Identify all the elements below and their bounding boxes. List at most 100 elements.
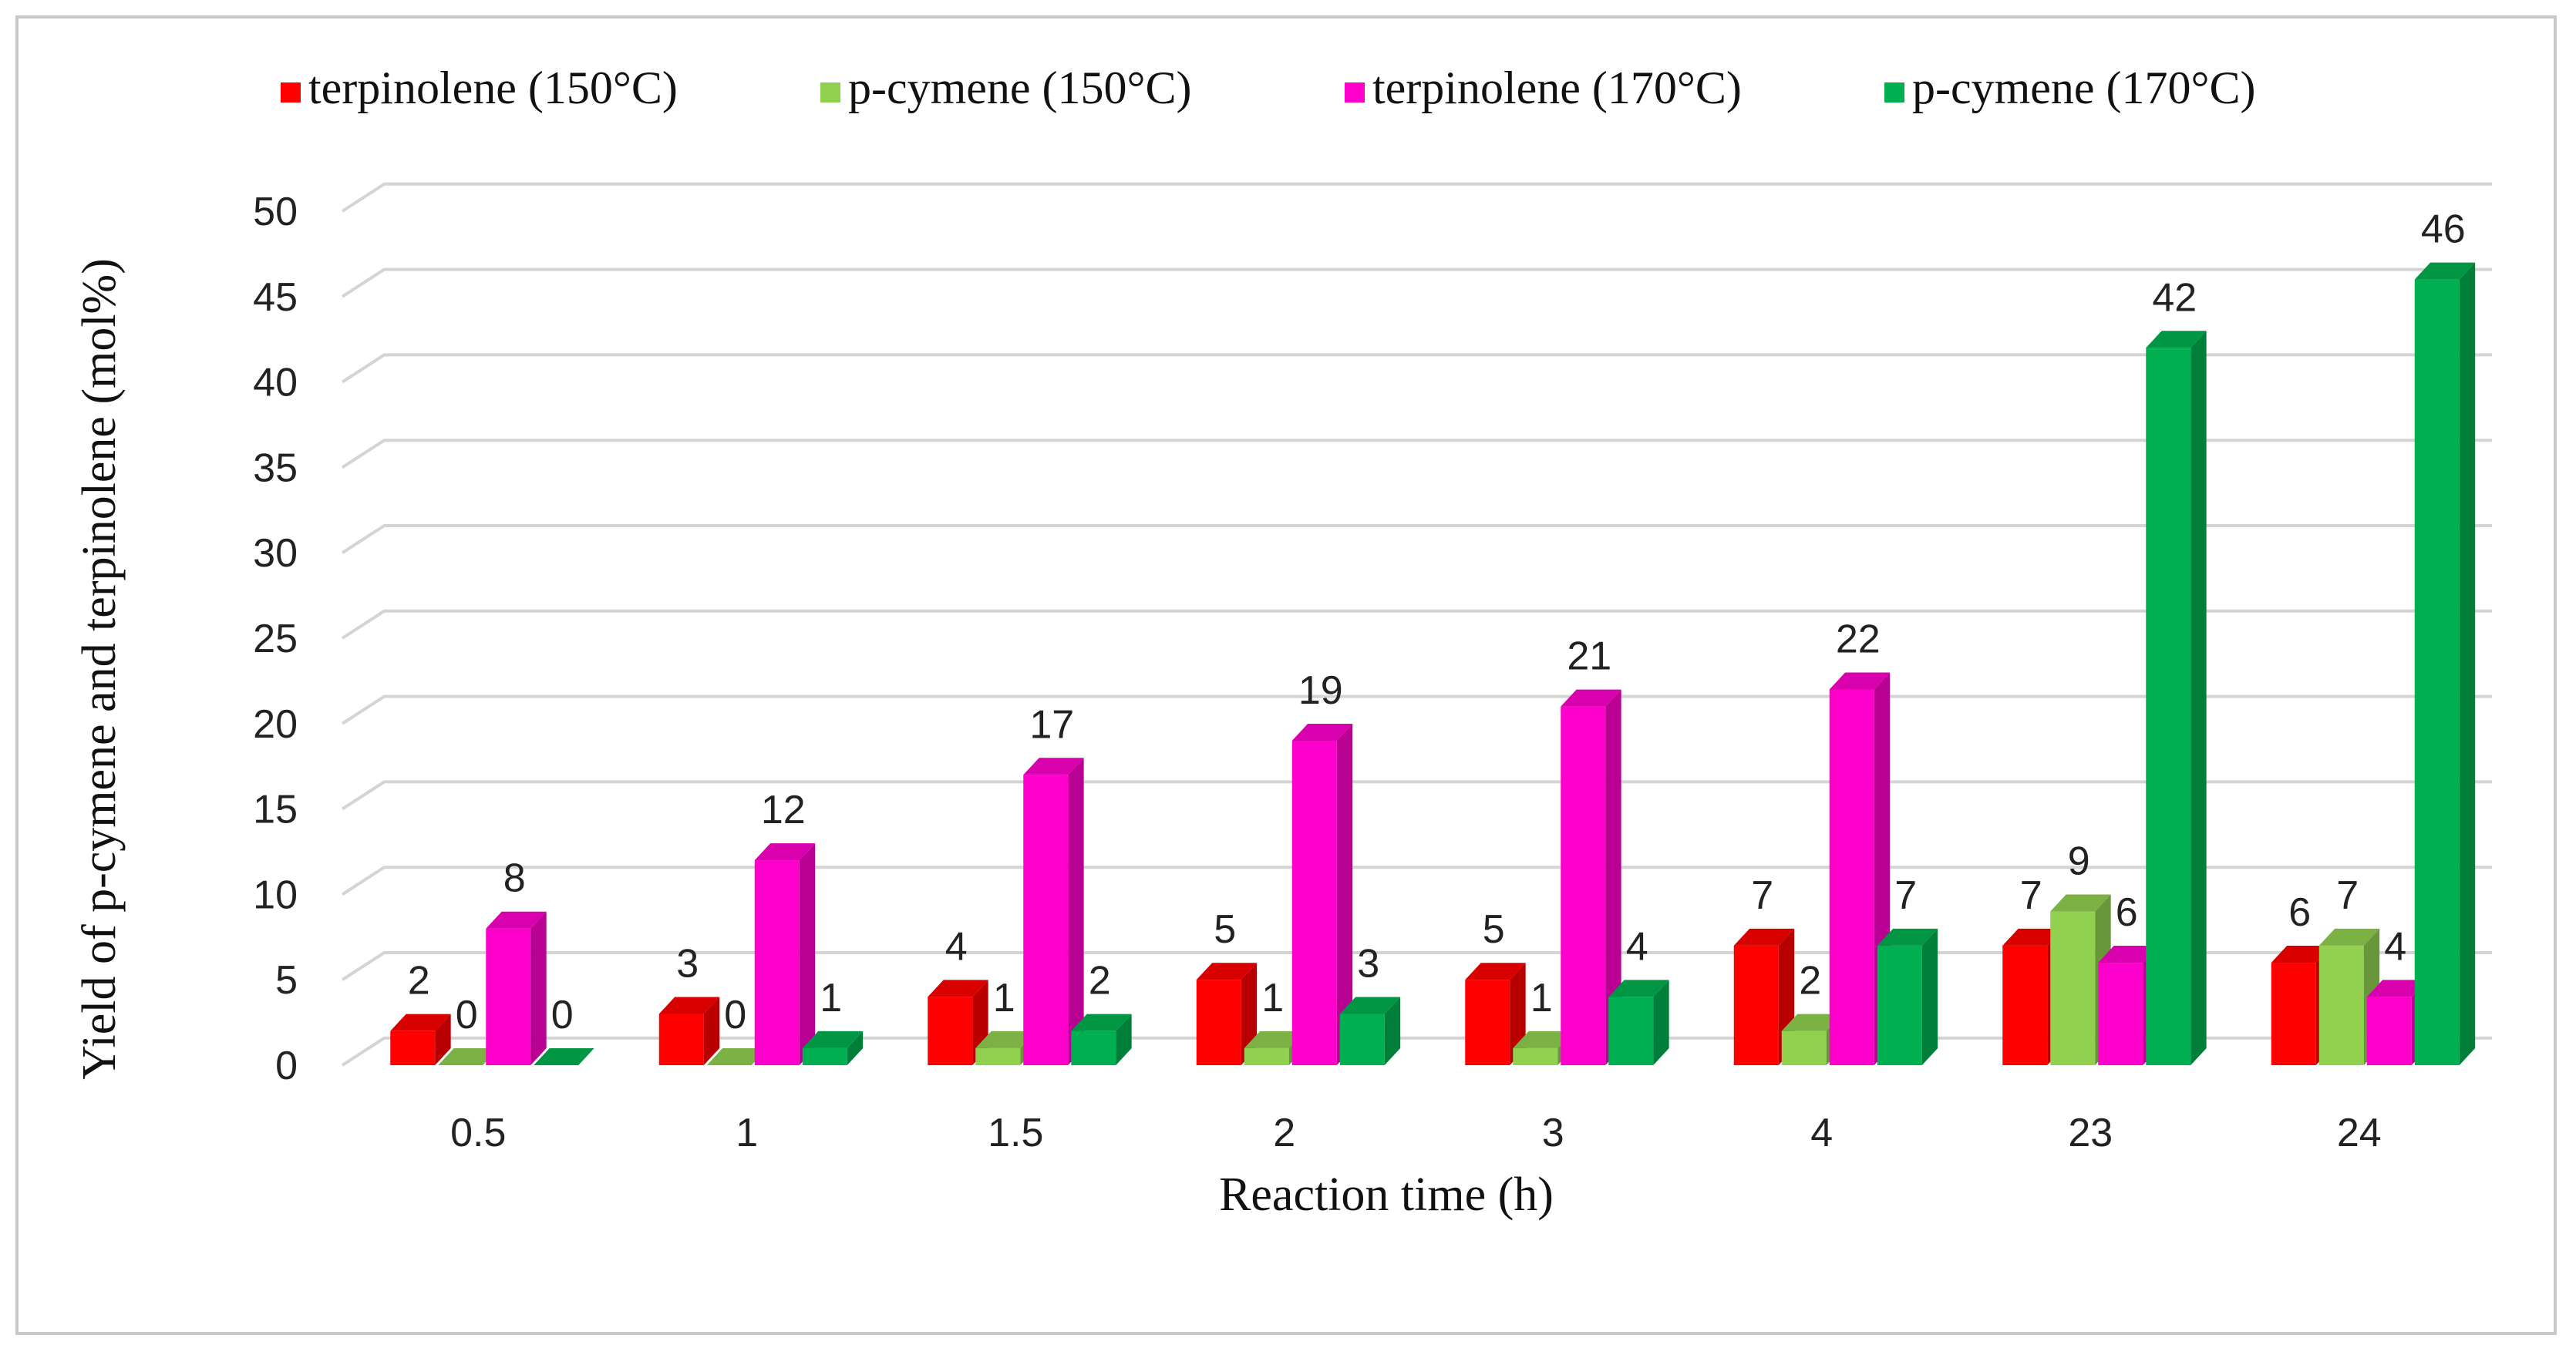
bar-terpinolene-150-c--2 bbox=[1196, 963, 1258, 1065]
data-label: 9 bbox=[2068, 839, 2090, 884]
data-label: 12 bbox=[761, 788, 806, 832]
data-label: 4 bbox=[945, 924, 968, 969]
legend-swatch bbox=[1345, 82, 1365, 103]
legend-swatch bbox=[820, 82, 840, 103]
x-tick-label: 2 bbox=[1273, 1111, 1295, 1155]
bar-p-cymene-170-c--23 bbox=[2146, 331, 2207, 1065]
x-axis-title: Reaction time (h) bbox=[1219, 1168, 1554, 1221]
legend-item: p-cymene (170°C) bbox=[1884, 62, 2256, 113]
data-label: 6 bbox=[2288, 890, 2311, 935]
bar-terpinolene-170-c--0.5 bbox=[486, 911, 547, 1065]
gridline-35 bbox=[341, 439, 2492, 469]
bars bbox=[390, 262, 2476, 1066]
gridline-20 bbox=[341, 694, 2492, 725]
data-label: 8 bbox=[503, 856, 526, 901]
y-tick-label: 40 bbox=[253, 361, 298, 405]
bar-terpinolene-170-c--1.5 bbox=[1023, 758, 1084, 1065]
gridlines bbox=[341, 182, 2492, 1067]
data-label: 1 bbox=[820, 976, 842, 1020]
data-label: 7 bbox=[2336, 873, 2359, 918]
gridline-40 bbox=[341, 353, 2492, 384]
bar-terpinolene-170-c--1 bbox=[754, 843, 816, 1065]
x-tick-label: 4 bbox=[1810, 1111, 1833, 1155]
x-tick-label: 0.5 bbox=[450, 1111, 506, 1155]
bar-p-cymene-170-c--2 bbox=[1339, 997, 1401, 1065]
data-label: 4 bbox=[1626, 924, 1648, 969]
legend-label: p-cymene (170°C) bbox=[1912, 62, 2256, 113]
data-label: 1 bbox=[1530, 976, 1553, 1020]
data-label: 0 bbox=[724, 993, 746, 1037]
bar-terpinolene-150-c--1.5 bbox=[928, 980, 988, 1065]
legend-item: terpinolene (150°C) bbox=[281, 62, 678, 113]
data-label: 2 bbox=[408, 959, 430, 1004]
data-label: 46 bbox=[2421, 207, 2466, 252]
y-tick-label: 5 bbox=[275, 958, 298, 1003]
bar-terpinolene-150-c--3 bbox=[1465, 963, 1526, 1065]
x-tick-label: 1.5 bbox=[988, 1111, 1043, 1155]
data-label: 0 bbox=[456, 993, 478, 1037]
chart-frame: 2 0 8 0 3 0 12 1 4 1 17 2 5 1 19 3 5 1 21 4 7 2 22 7 7 9 6 42 6 7 4 46 … bbox=[15, 15, 2557, 1335]
bar-p-cymene-150-c--3 bbox=[1513, 1031, 1574, 1065]
y-tick-label: 10 bbox=[253, 873, 298, 917]
data-label: 42 bbox=[2152, 275, 2197, 320]
x-tick-label: 1 bbox=[736, 1111, 758, 1155]
data-label: 19 bbox=[1298, 668, 1343, 713]
data-label: 3 bbox=[1357, 942, 1379, 987]
data-label: 4 bbox=[2384, 924, 2406, 969]
bar-p-cymene-150-c--1 bbox=[706, 1048, 768, 1066]
data-label: 2 bbox=[1089, 959, 1111, 1004]
data-label: 22 bbox=[1836, 617, 1881, 661]
data-label: 3 bbox=[676, 942, 699, 987]
y-tick-label: 50 bbox=[253, 190, 298, 234]
gridline-50 bbox=[341, 182, 2492, 213]
data-label: 7 bbox=[1894, 873, 1917, 918]
data-label: 7 bbox=[1751, 873, 1773, 918]
y-tick-label: 0 bbox=[275, 1044, 298, 1088]
bar-p-cymene-150-c--0.5 bbox=[438, 1048, 499, 1066]
y-axis-ticks: 0 5 10 15 20 25 30 35 40 45 50 bbox=[253, 190, 298, 1088]
legend-item: p-cymene (150°C) bbox=[820, 62, 1192, 113]
y-tick-label: 25 bbox=[253, 617, 298, 661]
bar-p-cymene-170-c--0.5 bbox=[534, 1048, 594, 1066]
legend-label: terpinolene (150°C) bbox=[308, 62, 678, 113]
x-tick-label: 24 bbox=[2337, 1111, 2382, 1155]
gridline-10 bbox=[341, 866, 2492, 896]
gridline-25 bbox=[341, 609, 2492, 640]
data-label: 21 bbox=[1567, 634, 1611, 679]
x-tick-label: 23 bbox=[2068, 1111, 2113, 1155]
data-label: 6 bbox=[2116, 890, 2138, 935]
data-label: 17 bbox=[1029, 702, 1074, 747]
legend-label: terpinolene (170°C) bbox=[1372, 62, 1742, 113]
data-label: 5 bbox=[1214, 907, 1236, 952]
data-label: 1 bbox=[1261, 976, 1284, 1020]
y-tick-label: 20 bbox=[253, 702, 298, 747]
bar-p-cymene-170-c--1.5 bbox=[1071, 1014, 1132, 1065]
x-axis-ticks: 0.5 1 1.5 2 3 4 23 24 bbox=[450, 1111, 2382, 1155]
y-tick-label: 35 bbox=[253, 446, 298, 490]
gridline-30 bbox=[341, 524, 2492, 554]
legend-item: terpinolene (170°C) bbox=[1345, 62, 1742, 113]
y-tick-label: 15 bbox=[253, 788, 298, 832]
bar-p-cymene-170-c--24 bbox=[2414, 262, 2476, 1065]
bar-terpinolene-150-c--1 bbox=[658, 997, 720, 1065]
bar-terpinolene-150-c--0.5 bbox=[390, 1014, 451, 1065]
y-tick-label: 30 bbox=[253, 531, 298, 576]
gridline-45 bbox=[341, 267, 2492, 298]
legend: terpinolene (150°C) p-cymene (150°C) terpi… bbox=[281, 62, 2256, 113]
y-axis-title: Yield of p-cymene and terpinolene (mol%) bbox=[73, 258, 126, 1080]
legend-swatch bbox=[1884, 82, 1904, 103]
x-tick-label: 3 bbox=[1542, 1111, 1564, 1155]
bar-p-cymene-170-c--4 bbox=[1877, 928, 1938, 1065]
bar-p-cymene-170-c--3 bbox=[1608, 980, 1669, 1065]
data-label: 5 bbox=[1483, 907, 1505, 952]
data-label: 0 bbox=[551, 993, 574, 1037]
gridline-15 bbox=[341, 780, 2492, 811]
data-label: 2 bbox=[1799, 959, 1821, 1004]
y-tick-label: 45 bbox=[253, 275, 298, 320]
legend-label: p-cymene (150°C) bbox=[848, 62, 1192, 113]
data-label: 1 bbox=[993, 976, 1015, 1020]
data-label: 7 bbox=[2020, 873, 2042, 918]
bar-terpinolene-170-c--2 bbox=[1291, 723, 1353, 1065]
